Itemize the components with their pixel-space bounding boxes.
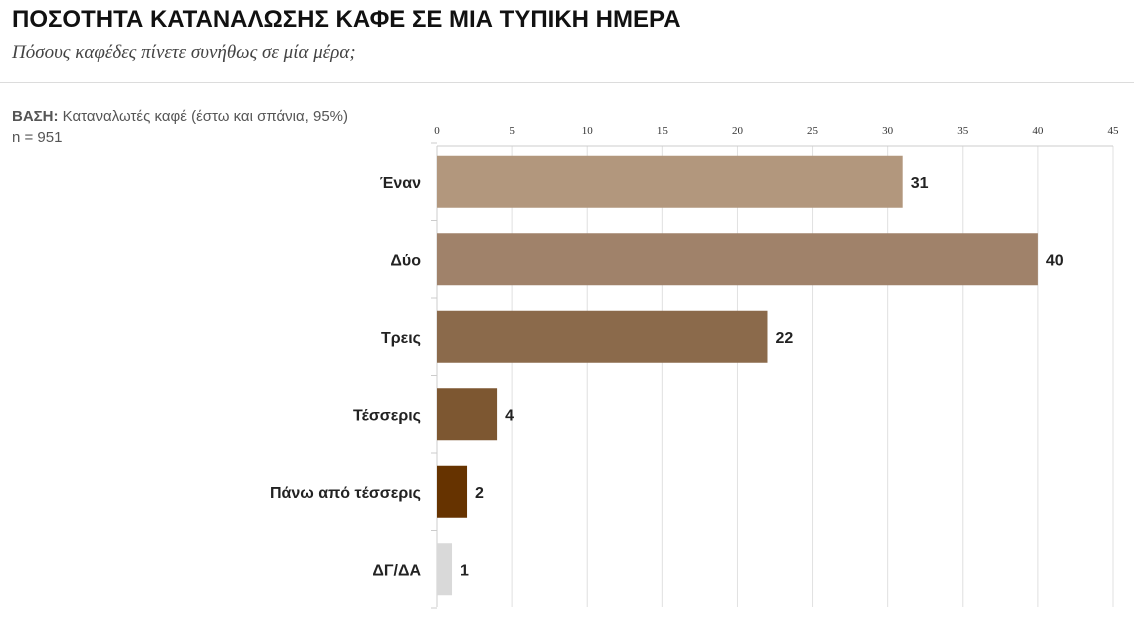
sample-size: n = 951 (12, 129, 63, 146)
header-divider (0, 82, 1134, 83)
bar (437, 233, 1038, 286)
bar (437, 310, 768, 363)
bar (437, 388, 498, 441)
base-line: ΒΑΣΗ: Καταναλωτές καφέ (έστω και σπάνια,… (12, 106, 348, 127)
base-note: ΒΑΣΗ: Καταναλωτές καφέ (έστω και σπάνια,… (12, 106, 348, 148)
base-text: Καταναλωτές καφέ (έστω και σπάνια, 95%) (62, 108, 349, 125)
category-label: Τρεις (381, 330, 421, 347)
x-tick-label: 15 (657, 125, 669, 137)
category-label: ΔΓ/ΔΑ (372, 562, 421, 579)
x-tick-label: 25 (807, 125, 819, 137)
category-label: Έναν (380, 175, 421, 192)
data-label: 31 (911, 175, 929, 192)
chart-title: ΠΟΣΟΤΗΤΑ ΚΑΤΑΝΑΛΩΣΗΣ ΚΑΦΕ ΣΕ ΜΙΑ ΤΥΠΙΚΗ … (12, 6, 681, 33)
x-tick-label: 35 (957, 125, 969, 137)
category-label: Δύο (390, 252, 421, 269)
chart-subtitle: Πόσους καφέδες πίνετε συνήθως σε μία μέρ… (12, 42, 356, 63)
data-label: 1 (460, 562, 469, 579)
data-label: 22 (775, 330, 793, 347)
data-label: 4 (505, 407, 514, 424)
x-tick-label: 30 (882, 125, 894, 137)
base-label: ΒΑΣΗ: (12, 108, 59, 125)
x-tick-label: 20 (732, 125, 744, 137)
x-tick-label: 45 (1108, 125, 1120, 137)
category-label: Πάνω από τέσσερις (270, 485, 421, 502)
data-label: 2 (475, 485, 484, 502)
x-tick-label: 5 (509, 125, 515, 137)
x-tick-label: 40 (1032, 125, 1044, 137)
category-label: Τέσσερις (353, 407, 421, 424)
data-label: 40 (1046, 252, 1064, 269)
bar (437, 465, 468, 518)
x-tick-label: 0 (434, 125, 440, 137)
bar (437, 543, 453, 596)
x-tick-label: 10 (582, 125, 594, 137)
bar (437, 155, 903, 208)
